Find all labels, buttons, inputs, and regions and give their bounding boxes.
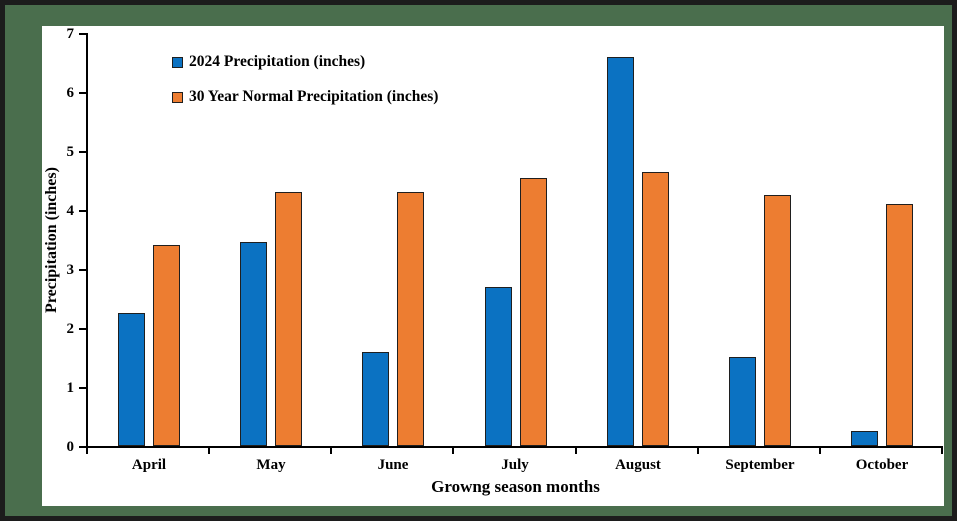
bar-2024-october	[851, 431, 878, 446]
x-tick	[574, 446, 577, 454]
bar-normal-may	[275, 192, 302, 446]
x-category-label-july: July	[501, 457, 529, 473]
legend-label-2024: 2024 Precipitation (inches)	[189, 53, 366, 70]
plot-area: 0 1 2 3 4 5 6 7 April May June July August September O…	[42, 26, 944, 506]
x-category-label-september: September	[725, 457, 795, 473]
y-tick-label: 1	[66, 380, 75, 396]
green-frame: 0 1 2 3 4 5 6 7 April May June July August September O…	[5, 5, 952, 516]
y-tick-label: 4	[66, 203, 75, 219]
bar-normal-september	[764, 195, 791, 446]
x-category-label-june: June	[377, 457, 409, 473]
y-axis-title: Precipitation (inches)	[43, 167, 60, 313]
legend-item-normal: 30 Year Normal Precipitation (inches)	[172, 87, 438, 107]
bar-normal-july	[520, 178, 547, 446]
x-tick	[696, 446, 699, 454]
bar-normal-june	[397, 192, 424, 446]
chart-card: 0 1 2 3 4 5 6 7 April May June July August September O…	[42, 26, 944, 506]
x-tick	[941, 446, 943, 454]
y-tick-label: 7	[66, 26, 75, 42]
x-category-label-august: August	[615, 457, 661, 473]
y-tick	[79, 151, 86, 153]
y-tick	[79, 92, 86, 94]
bar-normal-april	[153, 245, 180, 446]
legend-swatch-2024-icon	[172, 56, 183, 68]
y-tick	[79, 33, 86, 35]
legend-swatch-normal-icon	[172, 91, 183, 103]
y-tick	[79, 210, 86, 212]
y-tick-label: 2	[66, 321, 75, 337]
y-tick-label: 6	[66, 85, 75, 101]
y-tick	[79, 328, 86, 330]
bar-2024-april	[118, 313, 145, 446]
bar-2024-september	[729, 357, 756, 446]
legend-item-2024: 2024 Precipitation (inches)	[172, 52, 438, 72]
x-axis-title: Growng season months	[431, 477, 600, 496]
x-tick	[330, 446, 333, 454]
bar-normal-august	[642, 172, 669, 446]
y-tick-label: 3	[66, 262, 75, 278]
x-tick	[452, 446, 455, 454]
y-tick-label: 5	[66, 144, 75, 160]
y-tick	[79, 387, 86, 389]
bar-2024-august	[607, 57, 634, 446]
bar-2024-may	[240, 242, 267, 446]
legend: 2024 Precipitation (inches) 30 Year Norm…	[172, 52, 438, 122]
x-axis-line	[86, 446, 943, 448]
x-tick	[208, 446, 211, 454]
bar-normal-october	[886, 204, 913, 446]
y-tick	[79, 446, 86, 448]
x-category-label-april: April	[131, 457, 167, 473]
x-tick	[818, 446, 821, 454]
legend-label-normal: 30 Year Normal Precipitation (inches)	[189, 88, 439, 105]
x-category-label-october: October	[855, 457, 909, 473]
bar-2024-june	[362, 352, 389, 446]
y-axis-line	[86, 33, 88, 448]
y-tick-label: 0	[66, 439, 75, 455]
x-tick	[86, 446, 88, 454]
y-tick	[79, 269, 86, 271]
bar-2024-july	[485, 287, 512, 446]
x-category-label-may: May	[256, 457, 286, 473]
